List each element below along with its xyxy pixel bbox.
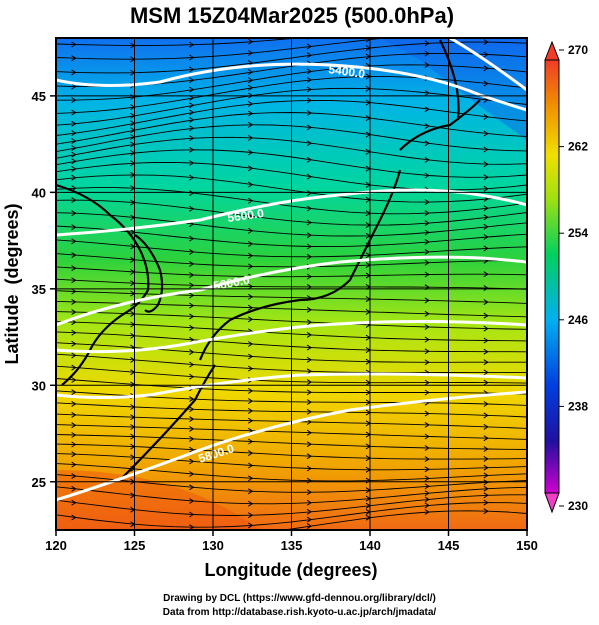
streamline-arrowhead	[189, 536, 193, 541]
streamline-arrowhead	[366, 28, 370, 33]
x-tick-label: 145	[438, 538, 460, 553]
contour-label-5600-a: 5600.0	[226, 206, 265, 225]
x-axis-label: Longitude (degrees)	[204, 560, 377, 580]
y-axis-label: Latitude (degrees)	[2, 203, 22, 364]
contour-5800-a	[56, 372, 527, 399]
map-title: MSM 15Z04Mar2025 (500.0hPa)	[130, 3, 454, 28]
x-tick-label: 125	[124, 538, 146, 553]
y-tick-label: 25	[32, 475, 46, 490]
contour-label-5600-b: 5600.0	[212, 273, 251, 293]
y-tick-label: 35	[32, 282, 46, 297]
colorbar-tick-label: 254	[568, 226, 588, 240]
coastline-ryukyu	[119, 364, 216, 481]
colorbar-tick-label: 230	[568, 499, 588, 513]
x-tick-label: 135	[281, 538, 303, 553]
y-tick-label: 45	[32, 89, 46, 104]
x-axis-ticks: 120 125 130 135 140 145 150	[45, 530, 538, 553]
colorbar-tick-label: 270	[568, 43, 588, 57]
y-tick-label: 40	[32, 185, 46, 200]
colorbar: 270 262 254 246 238 230	[544, 40, 588, 514]
colorbar-ticks: 270 262 254 246 238 230	[559, 43, 588, 513]
coastlines	[56, 39, 481, 481]
contour-5800-b	[56, 390, 527, 502]
streamline-arrowhead	[484, 29, 488, 34]
contour-labels: 5400.0 5600.0 5600.0 5800.0	[197, 62, 367, 466]
y-axis-ticks: 25 30 35 40 45	[32, 89, 56, 490]
credit-drawing: Drawing by DCL (https://www.gfd-dennou.o…	[163, 593, 436, 604]
x-tick-label: 140	[359, 538, 381, 553]
x-tick-label: 150	[516, 538, 538, 553]
coastline-sakhalin	[439, 39, 460, 121]
streamline-arrowhead	[425, 32, 429, 37]
colorbar-top-arrow	[544, 40, 560, 61]
contour-5600-c	[56, 320, 527, 354]
contour-5600-b	[56, 255, 527, 327]
colorbar-scale	[544, 59, 560, 494]
colorbar-tick-label: 238	[568, 399, 588, 413]
coastline-hokkaido	[399, 99, 481, 151]
contour-label-5400: 5400.0	[328, 62, 367, 81]
colorbar-tick-label: 246	[568, 313, 588, 327]
y-tick-label: 30	[32, 378, 46, 393]
grid-lines	[56, 38, 527, 530]
x-tick-label: 120	[45, 538, 67, 553]
colorbar-tick-label: 262	[568, 140, 588, 154]
coastline-kyushu-honshu	[198, 169, 402, 361]
contour-5600-a	[56, 188, 527, 237]
streamline-arrowhead	[248, 532, 252, 537]
contour-5400-north	[56, 62, 527, 112]
credit-data: Data from http://database.rish.kyoto-u.a…	[162, 607, 437, 618]
streamline-arrowhead	[484, 19, 488, 24]
colorbar-bottom-arrow	[544, 492, 560, 514]
contour-5400-ne	[449, 38, 527, 92]
x-tick-label: 130	[202, 538, 224, 553]
height-contours	[56, 38, 527, 502]
coastline-china-korea	[56, 183, 150, 386]
